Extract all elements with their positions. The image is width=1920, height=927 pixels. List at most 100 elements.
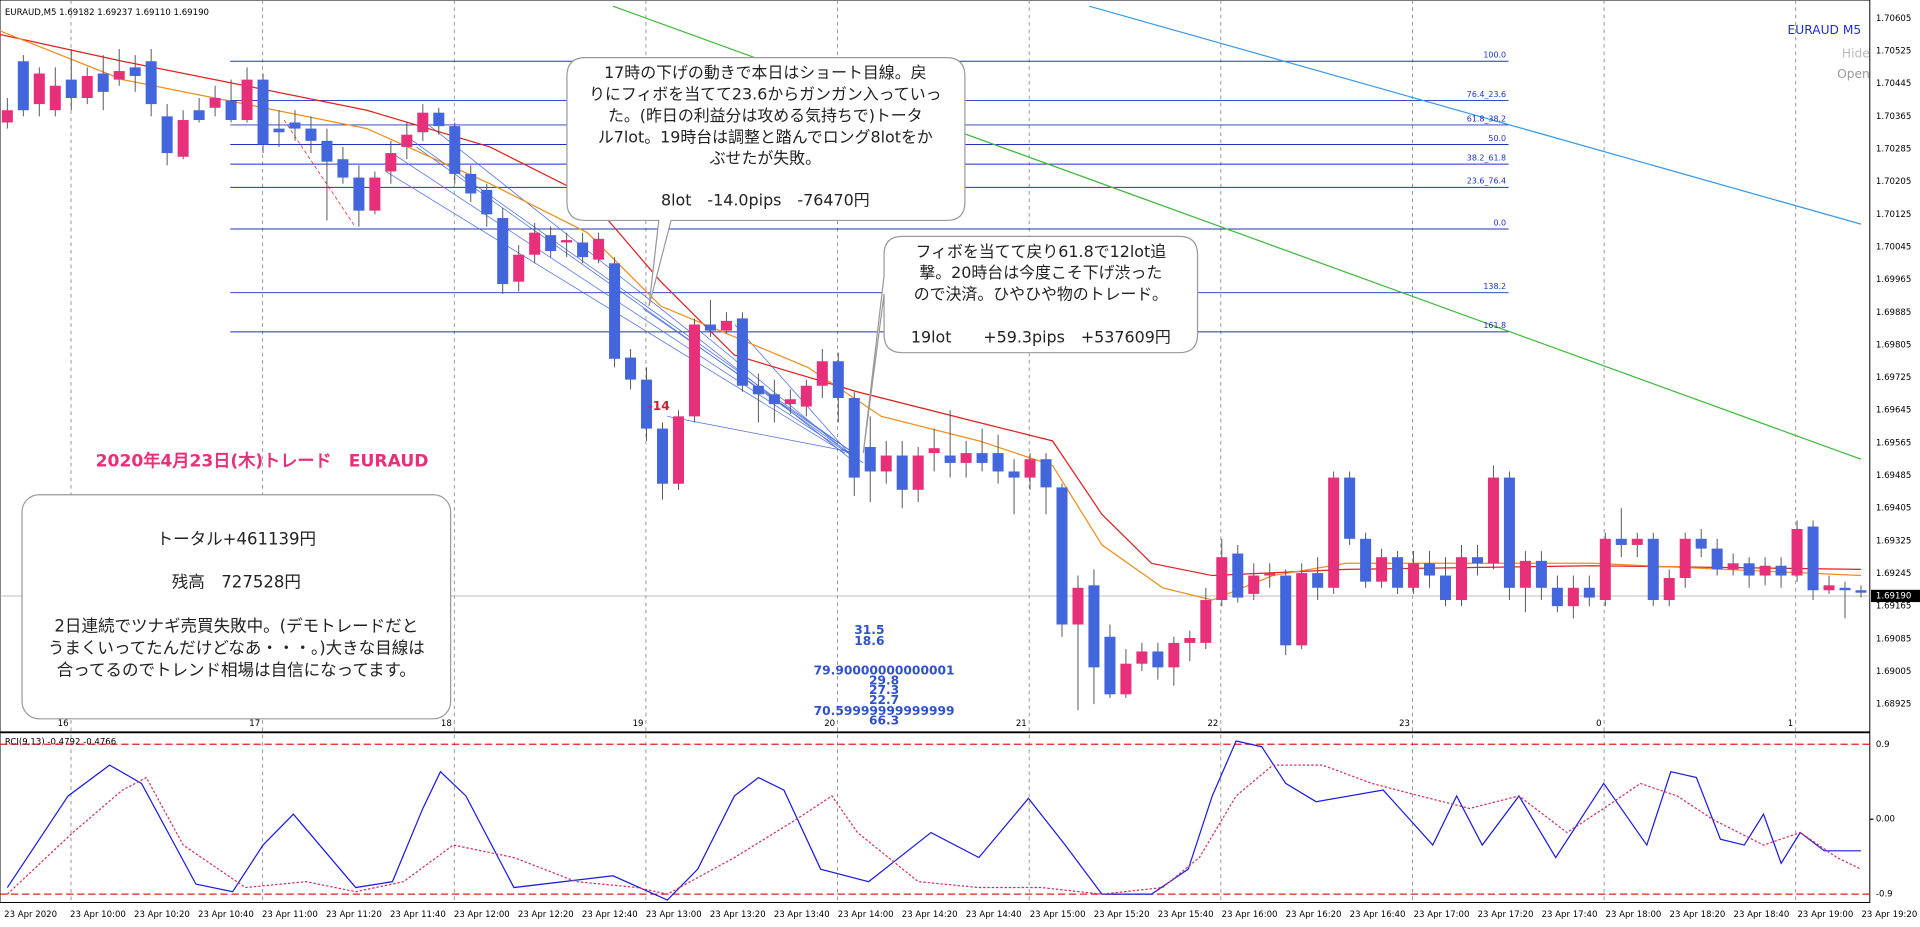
separator-label: 22: [1207, 719, 1218, 729]
candle-body: [1120, 663, 1132, 695]
candle-body: [1743, 563, 1755, 576]
callout-text: 19lot +59.3pips +537609円: [911, 327, 1171, 346]
x-tick-label: 23 Apr 12:20: [518, 910, 574, 920]
separator-label: 23: [1399, 719, 1410, 729]
candle-body: [449, 126, 461, 174]
candle-body: [1248, 575, 1260, 594]
candle-body: [1024, 459, 1036, 478]
x-tick-label: 23 Apr 14:00: [838, 910, 894, 920]
candle-body: [704, 324, 716, 331]
x-tick-label: 23 Apr 10:20: [134, 910, 190, 920]
separator-label: 19: [633, 719, 644, 729]
candle-body: [960, 453, 972, 463]
candle-body: [1695, 538, 1707, 549]
x-tick-label: 23 Apr 11:40: [390, 910, 446, 920]
candle-body: [1, 110, 13, 123]
x-tick-label: 23 Apr 17:20: [1478, 910, 1534, 920]
candle-body: [848, 397, 860, 478]
y-tick-label: 1.69965: [1876, 275, 1911, 285]
candle-body: [625, 357, 637, 380]
x-tick-label: 23 Apr 16:40: [1350, 910, 1406, 920]
x-tick-label: 23 Apr 13:00: [646, 910, 702, 920]
candle-body: [385, 153, 397, 172]
y-tick-label: 1.69885: [1876, 308, 1911, 318]
candle-body: [657, 428, 669, 484]
level-number: 70.59999999999999: [814, 704, 955, 718]
callout-box: [566, 56, 966, 307]
candle-body: [768, 394, 780, 405]
candle-body: [1855, 590, 1867, 593]
symbol-label: EURAUD M5: [1788, 23, 1862, 37]
summary-text: トータル+461139円: [157, 530, 316, 549]
candle-body: [1503, 477, 1515, 588]
level-number: 79.90000000000001: [814, 664, 955, 678]
fib-label: 61.8_38.2: [1467, 114, 1506, 123]
candle-body: [305, 128, 317, 141]
candle-body: [1807, 526, 1819, 591]
candle-body: [193, 110, 205, 121]
separator-label: 18: [441, 719, 452, 729]
candle-body: [752, 385, 764, 395]
summary-box: [21, 494, 452, 720]
candle-body: [497, 217, 509, 285]
candle-body: [465, 173, 477, 194]
candle-body: [1615, 538, 1627, 545]
candle-body: [1791, 529, 1803, 576]
candle-body: [1216, 557, 1228, 601]
candle-body: [369, 177, 381, 211]
candle-body: [1455, 557, 1467, 601]
callout-text: た。(昨日の利益分は攻める気持ちで)トータ: [608, 106, 923, 125]
x-tick-label: 23 Apr 17:00: [1414, 910, 1470, 920]
y-tick-label: 1.69645: [1876, 406, 1911, 416]
x-tick-label: 23 Apr 14:20: [902, 910, 958, 920]
rci-tick-label: 0.9: [1876, 740, 1890, 750]
x-tick-label: 23 Apr 17:40: [1542, 910, 1598, 920]
callout-text: 撃。20時台は今度こそ下げ渋った: [919, 263, 1162, 282]
rci-line: [6, 764, 1862, 895]
x-tick-label: 23 Apr 14:40: [966, 910, 1022, 920]
open-button[interactable]: Open: [1837, 67, 1870, 81]
separator-label: 1: [1788, 719, 1793, 729]
candle-body: [672, 416, 684, 484]
indicator-label: RCI(9,13) -0.4792 -0.4766: [5, 738, 116, 748]
level-number: 29.8: [869, 673, 899, 687]
x-tick-label: 23 Apr 12:00: [454, 910, 510, 920]
callout-text: ので決済。ひやひや物のトレード。: [914, 285, 1168, 304]
candle-body: [928, 448, 940, 454]
candle-body: [1663, 577, 1675, 601]
rci-line: [6, 740, 1861, 901]
candle-body: [992, 453, 1004, 472]
candle-body: [129, 67, 141, 76]
fib-label: 50.0: [1488, 134, 1506, 143]
candle-body: [1440, 575, 1452, 601]
hide-button[interactable]: Hide: [1842, 46, 1870, 60]
candle-body: [113, 71, 125, 80]
candle-body: [1072, 587, 1084, 625]
moving-average: [0, 33, 1861, 577]
candle-body: [401, 134, 413, 147]
candle-body: [1344, 477, 1356, 539]
separator-label: 16: [58, 719, 69, 729]
candle-body: [912, 455, 924, 490]
fib-label: 0.0: [1493, 218, 1506, 227]
candle-body: [1567, 587, 1579, 607]
candle-body: [800, 385, 812, 407]
candle-body: [33, 73, 45, 105]
level-number: 66.3: [869, 714, 899, 728]
candle-body: [896, 455, 908, 490]
summary-text: うまくいってたんだけどなあ・・・。)大きな目線は: [48, 639, 425, 658]
candle-body: [1312, 573, 1324, 588]
candle-body: [1487, 477, 1499, 564]
candle-body: [1583, 587, 1595, 598]
candle-body: [1647, 538, 1659, 601]
x-tick-label: 23 Apr 10:40: [198, 910, 254, 920]
y-tick-label: 1.69725: [1876, 373, 1911, 383]
candle-body: [1088, 585, 1100, 668]
candle-body: [1200, 600, 1212, 643]
candle-body: [417, 112, 429, 133]
candle-body: [81, 75, 93, 98]
x-tick-label: 23 Apr 11:20: [326, 910, 382, 920]
candle-body: [353, 177, 365, 211]
fib-label: 38.2_61.8: [1467, 153, 1506, 162]
